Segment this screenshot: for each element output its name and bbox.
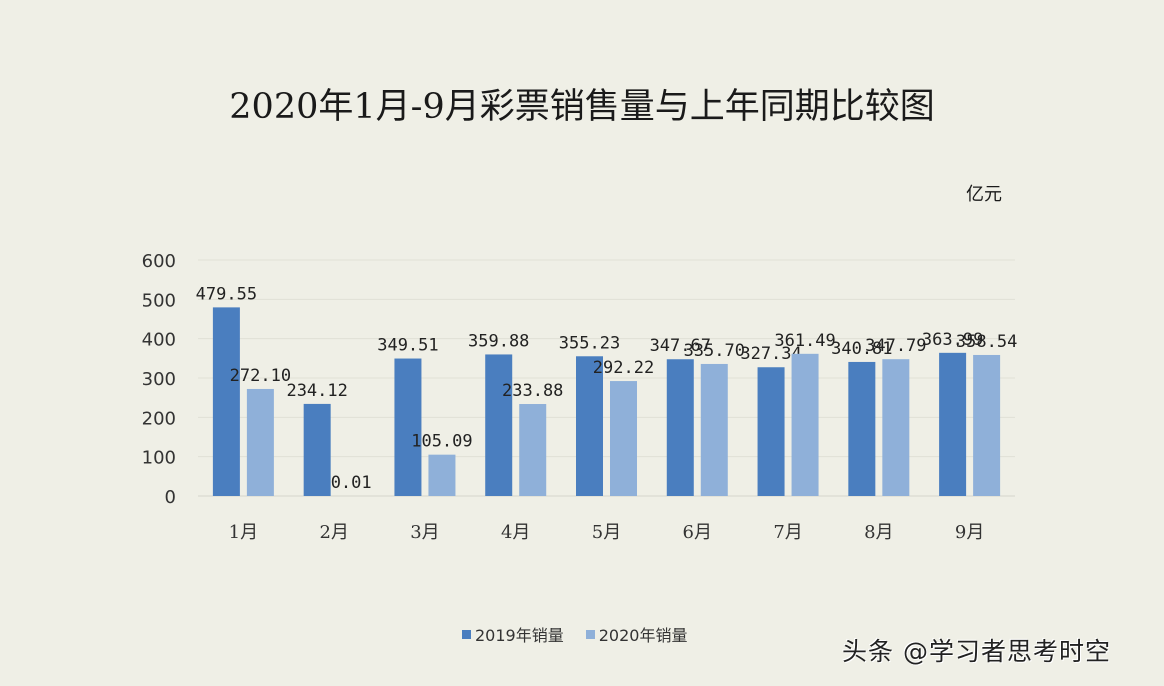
data-label: 361.49	[774, 331, 835, 351]
data-label: 347.79	[865, 336, 926, 356]
y-tick-label: 600	[142, 251, 176, 272]
data-label: 233.88	[502, 381, 563, 401]
bar	[394, 358, 422, 496]
bar	[610, 381, 637, 496]
bar	[882, 359, 910, 496]
bar	[666, 359, 694, 496]
x-tick-label: 3月	[410, 522, 439, 543]
x-tick-label: 1月	[229, 522, 258, 543]
legend-item-2019: 2019年销量	[462, 622, 564, 646]
legend: 2019年销量 2020年销量	[462, 622, 687, 646]
unit-label: 亿元	[966, 184, 1002, 205]
y-tick-label: 500	[142, 290, 176, 311]
y-tick-label: 300	[142, 369, 176, 390]
bar	[848, 361, 876, 496]
bar	[700, 363, 728, 496]
data-label: 347.67	[650, 336, 711, 356]
data-label: 0.01	[331, 473, 372, 493]
bar	[939, 352, 967, 496]
y-tick-label: 100	[142, 448, 176, 469]
data-label: 358.54	[956, 332, 1017, 352]
y-tick-label: 0	[165, 487, 176, 508]
bar	[757, 367, 785, 496]
data-label: 355.23	[559, 333, 620, 353]
bar	[428, 454, 456, 496]
watermark: 头条 @学习者思考时空	[842, 637, 1111, 666]
data-label: 359.88	[468, 331, 529, 351]
data-label: 349.51	[377, 336, 438, 356]
data-label: 335.70	[684, 341, 745, 361]
bar	[303, 403, 331, 496]
data-label: 292.22	[593, 358, 654, 378]
legend-label-2020: 2020年销量	[598, 626, 688, 645]
x-tick-label: 6月	[683, 522, 712, 543]
y-tick-label: 400	[142, 330, 176, 351]
x-tick-label: 9月	[955, 522, 984, 543]
data-label: 272.10	[230, 366, 291, 386]
data-label: 327.34	[740, 344, 801, 364]
x-tick-label: 5月	[592, 522, 621, 543]
data-label: 105.09	[411, 432, 472, 452]
legend-swatch-2020	[585, 629, 595, 639]
data-label: 363.99	[922, 330, 983, 350]
data-label: 479.55	[196, 284, 257, 304]
x-tick-label: 4月	[501, 522, 530, 543]
bar	[212, 307, 240, 496]
legend-label-2019: 2019年销量	[475, 626, 564, 645]
bar	[246, 388, 274, 496]
bar	[576, 356, 603, 496]
x-tick-label: 8月	[864, 522, 893, 543]
legend-item-2020: 2020年销量	[585, 622, 688, 646]
bar	[485, 354, 513, 496]
bar	[519, 404, 547, 496]
data-label: 234.12	[286, 381, 347, 401]
data-label: 340.81	[831, 339, 892, 359]
bar	[973, 354, 1001, 496]
chart-title: 2020年1月-9月彩票销售量与上年同期比较图	[229, 87, 935, 127]
x-tick-label: 2月	[319, 522, 348, 543]
y-tick-label: 200	[142, 408, 176, 429]
legend-swatch-2019	[462, 629, 471, 639]
bar	[791, 353, 819, 496]
x-tick-label: 7月	[773, 522, 802, 543]
